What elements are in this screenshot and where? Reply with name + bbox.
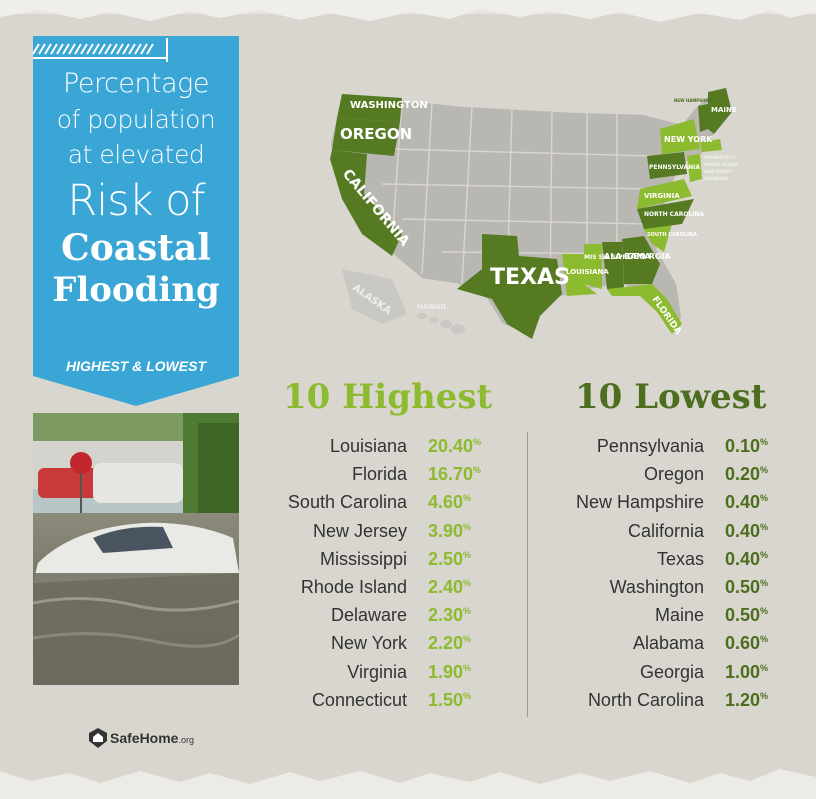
map-label-alabama: ALA BAMA (604, 252, 652, 261)
title-line-5: Coastal (61, 227, 211, 269)
map-label-pennsylvania: PENNSYLVANIA (649, 164, 700, 171)
highest-state-name: Mississippi (319, 548, 407, 569)
lowest-heading: 10 Lowest (575, 377, 767, 417)
lowest-state-name: California (627, 520, 704, 541)
highest-state-value: 2.30% (428, 605, 472, 626)
lowest-state-value: 1.00% (725, 661, 769, 682)
highest-row: Louisiana 20.40% (0, 436, 816, 460)
house-shield-icon (89, 728, 107, 748)
map-label-texas: TEXAS (490, 265, 570, 290)
highest-state-name: Delaware (330, 605, 407, 626)
highest-row: South Carolina 4.60% (0, 492, 816, 516)
lowest-row: Oregon 0.20% (0, 464, 816, 488)
lowest-row: California 0.40% (0, 521, 816, 545)
highest-row: Virginia 1.90% (0, 662, 816, 686)
lowest-state-name: Oregon (643, 464, 704, 485)
highest-state-name: Florida (351, 464, 407, 485)
map-label-maine: MAINE (711, 106, 737, 114)
map-label-virginia: VIRGINIA (644, 192, 680, 200)
lowest-state-value: 0.50% (725, 577, 769, 597)
us-map: WASHINGTON OREGON CALIFORNIA TEXAS ALASK… (322, 84, 792, 349)
map-label-connecticut: CONNECTICUT (704, 155, 736, 160)
highest-row: Florida 16.70% (0, 464, 816, 488)
highest-state-value: 20.40% (428, 436, 482, 456)
highest-state-value: 4.60% (428, 492, 472, 513)
lowest-state-value: 0.10% (725, 436, 769, 456)
highest-state-name: New Jersey (312, 520, 407, 541)
highest-state-name: Virginia (347, 661, 407, 682)
map-label-new-hampshire: NEW HAMPSHIRE (674, 98, 713, 103)
flood-photo (33, 413, 239, 685)
lowest-state-value: 0.40% (725, 520, 769, 541)
lowest-state-value: 0.20% (725, 464, 769, 485)
highest-state-value: 1.90% (428, 661, 472, 682)
map-label-hawaii: HAWAII (417, 303, 446, 311)
highest-state-name: Connecticut (311, 689, 407, 710)
highest-state-value: 2.20% (428, 633, 472, 654)
map-label-mississippi: MIS SIS SIPPI (584, 254, 629, 261)
hatch-decoration (33, 38, 168, 62)
lowest-row: Georgia 1.00% (0, 662, 816, 686)
highest-row: Mississippi 2.50% (0, 549, 816, 573)
lowest-state-value: 1.20% (725, 689, 769, 710)
highest-state-value: 2.50% (428, 548, 472, 569)
map-label-oregon: OREGON (340, 125, 412, 143)
highest-state-name: Louisiana (329, 436, 407, 456)
map-label-rhode-island: RHODE ISLAND (704, 162, 739, 167)
lowest-row: Washington 0.50% (0, 577, 816, 601)
lowest-state-name: Texas (656, 548, 704, 569)
safehome-logo: SafeHome.org (88, 727, 194, 751)
lowest-row: Pennsylvania 0.10% (0, 436, 816, 460)
title-line-4: Risk of (67, 176, 205, 226)
highest-state-name: South Carolina (287, 492, 407, 513)
lowest-state-name: Alabama (632, 633, 704, 654)
logo-name: SafeHome (110, 730, 179, 746)
highest-row: Rhode Island 2.40% (0, 577, 816, 601)
map-label-delaware: DELAWARE (704, 176, 729, 181)
lowest-row: Texas 0.40% (0, 549, 816, 573)
banner-subtitle: HIGHEST & LOWEST (66, 358, 206, 374)
lowest-state-name: Georgia (639, 661, 704, 682)
highest-row: Connecticut 1.50% (0, 690, 816, 714)
title-banner: Percentage of population at elevated Ris… (33, 36, 239, 406)
lowest-state-name: New Hampshire (575, 492, 704, 513)
map-label-new-jersey: NEW JERSEY (704, 169, 732, 174)
highest-state-value: 2.40% (428, 577, 472, 597)
highest-row: Delaware 2.30% (0, 605, 816, 629)
highest-state-name: New York (330, 633, 407, 654)
highest-row: New York 2.20% (0, 633, 816, 657)
map-label-georgia: GEO RGIA (627, 252, 671, 261)
lowest-state-name: Maine (654, 605, 704, 626)
highest-state-value: 3.90% (428, 520, 472, 541)
logo-suffix: .org (178, 735, 194, 745)
torn-bottom-edge (0, 769, 816, 799)
title-line-6: Flooding (52, 270, 220, 310)
lowest-row: New Hampshire 0.40% (0, 492, 816, 516)
title-line-3: at elevated (67, 140, 205, 169)
highest-state-name: Rhode Island (300, 577, 407, 597)
highest-row: New Jersey 3.90% (0, 521, 816, 545)
map-label-louisiana: LOUISIANA (566, 268, 609, 276)
lowest-row: Alabama 0.60% (0, 633, 816, 657)
map-label-north-carolina: NORTH CAROLINA (644, 211, 705, 218)
lowest-state-value: 0.50% (725, 605, 769, 626)
lowest-state-value: 0.60% (725, 633, 769, 654)
map-label-south-carolina: SOUTH CAROLINA (647, 232, 697, 238)
lowest-state-value: 0.40% (725, 548, 769, 569)
torn-top-edge (0, 0, 816, 22)
lowest-row: Maine 0.50% (0, 605, 816, 629)
lowest-state-value: 0.40% (725, 492, 769, 513)
highest-state-value: 1.50% (428, 689, 472, 710)
lowest-state-name: Washington (609, 577, 704, 597)
map-label-washington: WASHINGTON (350, 100, 428, 111)
title-line-1: Percentage (63, 68, 209, 99)
highest-heading: 10 Highest (283, 377, 493, 417)
lowest-state-name: North Carolina (587, 689, 704, 710)
map-label-new-york: NEW YORK (664, 135, 713, 144)
column-divider (527, 432, 528, 717)
lowest-state-name: Pennsylvania (596, 436, 704, 456)
title-line-2: of population (56, 105, 216, 134)
lowest-row: North Carolina 1.20% (0, 690, 816, 714)
highest-state-value: 16.70% (428, 464, 482, 485)
